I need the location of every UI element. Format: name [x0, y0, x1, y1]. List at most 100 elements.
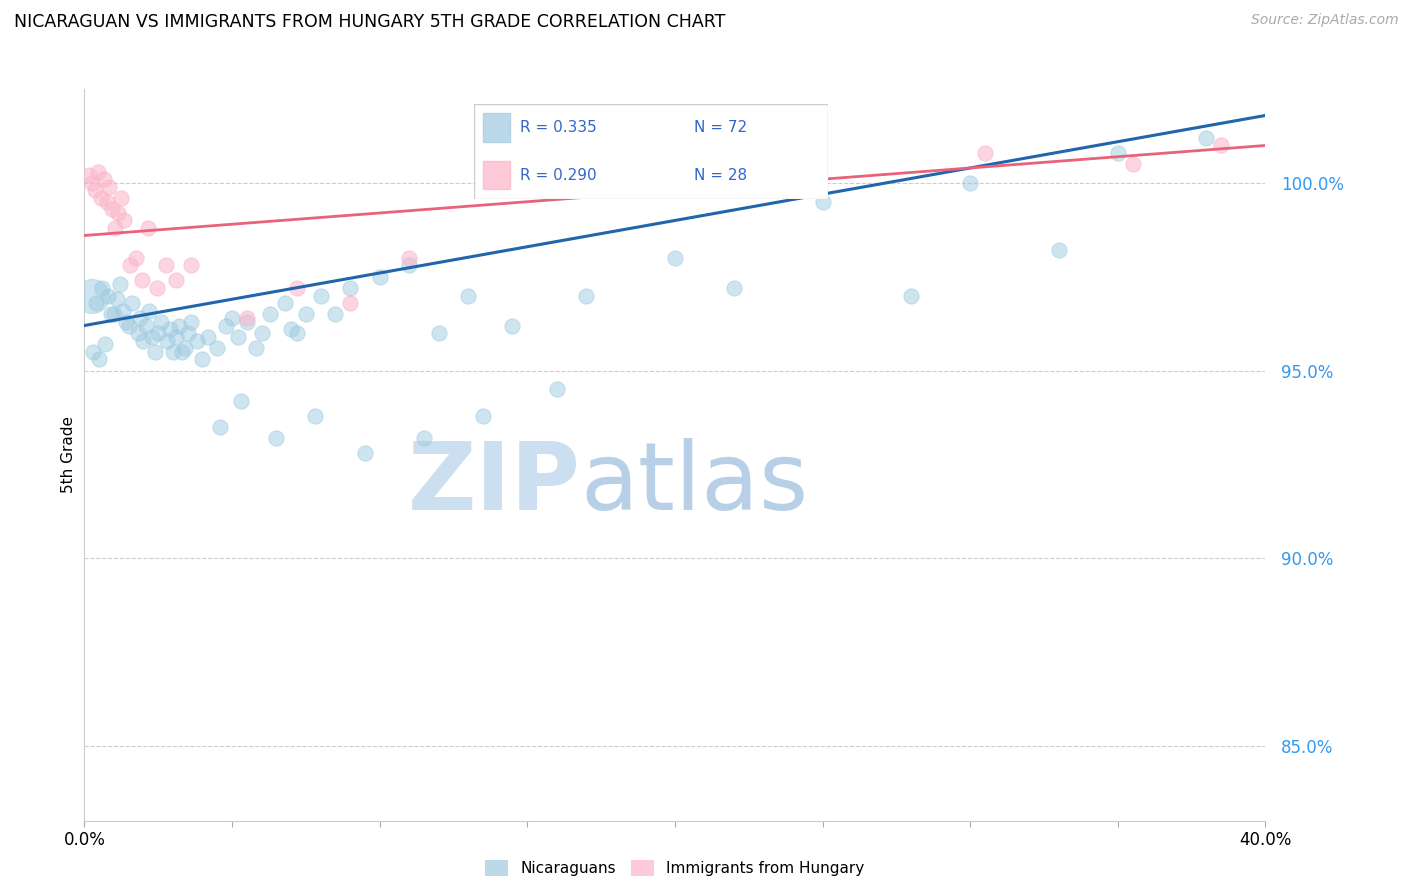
Point — [229, 393, 252, 408]
Point — [125, 251, 148, 265]
Point — [235, 315, 259, 329]
Point — [167, 318, 190, 333]
Point — [105, 292, 128, 306]
Point — [165, 330, 187, 344]
Point — [97, 288, 120, 302]
Point — [209, 419, 232, 434]
Point — [427, 326, 450, 340]
Point — [180, 315, 202, 329]
Point — [148, 326, 170, 340]
Point — [156, 334, 179, 348]
Point — [145, 281, 167, 295]
Point — [173, 341, 195, 355]
Point — [120, 259, 142, 273]
Point — [1107, 145, 1129, 160]
Point — [136, 221, 159, 235]
Point — [77, 169, 100, 183]
Text: Source: ZipAtlas.com: Source: ZipAtlas.com — [1251, 13, 1399, 28]
Point — [339, 296, 361, 310]
Point — [94, 337, 117, 351]
Point — [186, 334, 208, 348]
Point — [96, 194, 118, 209]
Point — [93, 172, 115, 186]
Point — [141, 330, 163, 344]
Point — [80, 176, 103, 190]
Point — [80, 288, 103, 302]
Point — [82, 344, 104, 359]
Point — [121, 296, 143, 310]
Point — [138, 303, 160, 318]
Point — [100, 307, 122, 321]
Point — [323, 307, 347, 321]
Point — [165, 273, 187, 287]
Point — [575, 288, 598, 302]
Point — [413, 431, 436, 445]
Point — [114, 315, 136, 329]
Point — [103, 307, 125, 321]
Point — [135, 318, 157, 333]
Point — [86, 165, 108, 179]
Point — [197, 330, 219, 344]
Point — [546, 382, 568, 396]
Point — [309, 288, 332, 302]
Point — [83, 184, 105, 198]
Y-axis label: 5th Grade: 5th Grade — [60, 417, 76, 493]
Point — [129, 311, 152, 326]
Point — [280, 322, 302, 336]
Point — [226, 330, 249, 344]
Point — [973, 145, 995, 160]
Point — [111, 303, 134, 318]
Point — [664, 251, 686, 265]
Point — [84, 296, 107, 310]
Point — [295, 307, 318, 321]
Point — [180, 259, 202, 273]
Point — [339, 281, 361, 295]
Point — [205, 341, 228, 355]
Point — [723, 281, 745, 295]
Point — [368, 269, 391, 284]
Point — [110, 191, 132, 205]
Point — [501, 318, 523, 333]
Point — [150, 315, 173, 329]
Point — [104, 221, 127, 235]
Point — [285, 326, 308, 340]
Point — [472, 409, 495, 423]
Point — [1195, 131, 1218, 145]
Point — [87, 352, 111, 367]
Point — [112, 213, 135, 227]
Point — [1047, 244, 1070, 258]
Point — [127, 326, 149, 340]
Point — [1122, 157, 1144, 171]
Point — [159, 322, 181, 336]
Point — [155, 259, 177, 273]
Point — [221, 311, 243, 326]
Point — [235, 311, 259, 326]
Point — [108, 277, 131, 292]
Point — [90, 191, 112, 205]
Point — [91, 281, 114, 295]
Point — [457, 288, 479, 302]
Point — [131, 273, 153, 287]
Legend: Nicaraguans, Immigrants from Hungary: Nicaraguans, Immigrants from Hungary — [479, 855, 870, 882]
Point — [132, 334, 155, 348]
Point — [259, 307, 281, 321]
Point — [811, 194, 834, 209]
Text: atlas: atlas — [581, 438, 808, 530]
Point — [264, 431, 288, 445]
Point — [215, 318, 238, 333]
Point — [1209, 138, 1232, 153]
Point — [354, 446, 377, 460]
Point — [398, 251, 420, 265]
Point — [398, 259, 420, 273]
Point — [274, 296, 297, 310]
Point — [304, 409, 326, 423]
Point — [118, 318, 141, 333]
Point — [250, 326, 273, 340]
Text: NICARAGUAN VS IMMIGRANTS FROM HUNGARY 5TH GRADE CORRELATION CHART: NICARAGUAN VS IMMIGRANTS FROM HUNGARY 5T… — [14, 13, 725, 31]
Point — [285, 281, 308, 295]
Point — [900, 288, 922, 302]
Point — [959, 176, 981, 190]
Point — [191, 352, 214, 367]
Point — [101, 202, 124, 217]
Point — [177, 326, 200, 340]
